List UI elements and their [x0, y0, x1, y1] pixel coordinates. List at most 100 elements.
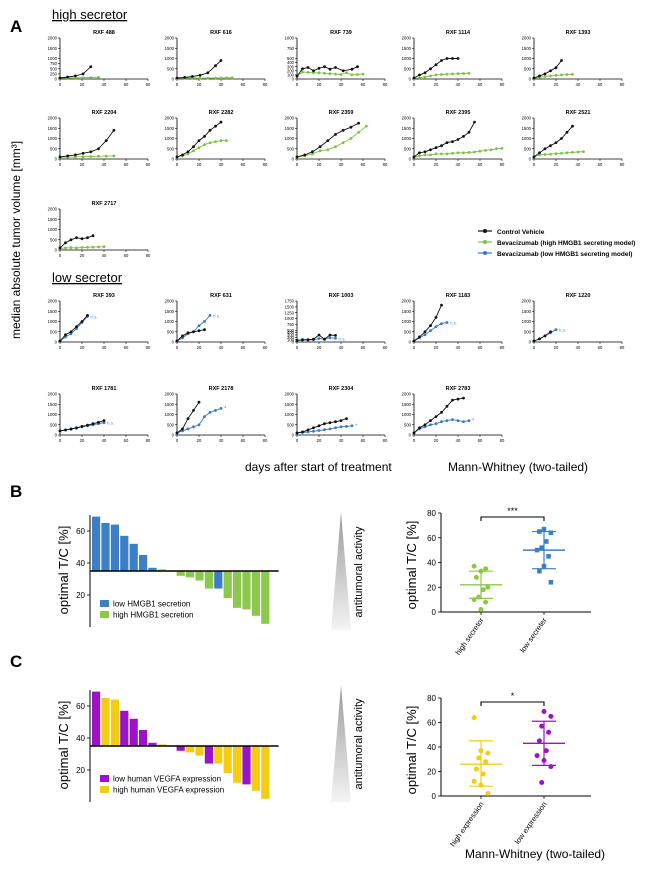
panel-label-b: B: [10, 482, 22, 501]
data-point: [541, 526, 547, 532]
treated-point: [112, 154, 116, 158]
y-tick-label: 2000: [402, 299, 412, 304]
bar: [242, 571, 251, 610]
control-point: [445, 57, 449, 60]
treated-point: [538, 153, 541, 157]
x-tick-label: 60: [241, 162, 246, 167]
legend-a-item-bev-low: Bevacizumab (low HMGB1 secreting model): [478, 251, 632, 258]
y-tick-label: 2000: [522, 36, 532, 41]
x-tick-label: 80: [263, 345, 268, 350]
treated-point: [440, 420, 443, 424]
x-tick-label: 80: [146, 345, 151, 350]
x-tick-label: 40: [456, 345, 461, 350]
y-tick-label: 0: [292, 77, 295, 82]
treated-point: [317, 71, 321, 75]
x-tick-label: 0: [413, 345, 416, 350]
x-tick-label: 20: [197, 345, 202, 350]
treated-line: [296, 125, 367, 158]
small-plot-rxf-393: RXF 393 0 500 1000 1500 2000 0 20 40 60 80 n.s.: [48, 293, 151, 350]
y-axis-label-a: median absolute tumor volume [mm³]: [9, 141, 23, 339]
x-tick-label: 20: [317, 438, 322, 443]
treated-point: [462, 72, 465, 75]
y-tick-label: 300: [287, 64, 295, 69]
small-plot-rxf-2521: RXF 2521 0 500 1000 1500 2000 0 20 40 60 80: [522, 110, 625, 167]
x-tick-label: 0: [59, 438, 62, 443]
y-tick-label: 500: [287, 146, 295, 151]
y-tick-label: 0: [55, 157, 58, 162]
x-tick-label: 40: [456, 162, 461, 167]
treated-point: [214, 409, 217, 412]
control-point: [219, 59, 223, 62]
x-tick-label: 80: [500, 345, 505, 350]
significance-annotation: n.s.: [107, 421, 114, 426]
treated-point: [434, 325, 438, 328]
plot-title: RXF 1393: [566, 30, 591, 36]
treated-point: [361, 72, 365, 76]
x-tick-label: low expression: [513, 800, 549, 846]
y-tick-label: 0: [529, 157, 532, 162]
x-tick-label: 20: [197, 438, 202, 443]
data-point: [548, 580, 554, 585]
data-point: [546, 554, 551, 559]
data-point: [485, 750, 491, 756]
treated-point: [423, 425, 427, 429]
y-tick-label: 2000: [522, 116, 532, 121]
x-tick-label: 40: [219, 345, 224, 350]
y-tick-label: 500: [524, 329, 532, 334]
control-point: [74, 74, 77, 78]
y-tick-label: 1500: [402, 46, 412, 51]
x-tick-label: high secretor: [453, 616, 486, 657]
control-point: [345, 417, 348, 420]
bar: [129, 543, 138, 571]
treated-point: [86, 245, 89, 249]
data-point: [534, 753, 540, 759]
y-tick-label: 1500: [48, 309, 58, 314]
x-tick-label: 60: [241, 345, 246, 350]
treated-point: [81, 155, 85, 159]
y-tick-label: 60: [76, 527, 85, 536]
control-point: [356, 65, 359, 69]
y-tick-label: 200: [287, 335, 295, 340]
x-tick-label: 80: [500, 82, 505, 87]
bar: [186, 571, 195, 578]
x-tick-label: 0: [59, 162, 62, 167]
plot-title: RXF 1183: [446, 293, 470, 299]
treated-point: [434, 73, 438, 77]
treated-point: [334, 145, 337, 149]
treated-point: [467, 71, 471, 75]
significance-annotation: *: [355, 424, 358, 430]
y-tick-label: 80: [427, 509, 436, 518]
y-tick-label: 1000: [165, 319, 175, 324]
x-tick-label: low secreter: [518, 616, 549, 655]
legend-a-marker-bev-low: [483, 251, 487, 255]
y-tick-label: 1000: [402, 319, 412, 324]
bar: [186, 746, 195, 753]
control-point: [191, 75, 194, 78]
control-point: [58, 339, 62, 343]
x-tick-label: 80: [383, 162, 388, 167]
control-line: [296, 66, 358, 77]
y-tick-label: 0: [292, 340, 295, 345]
treated-point: [75, 246, 78, 250]
control-point: [434, 63, 438, 67]
control-point: [323, 65, 326, 69]
section-high-secretor: high secretor: [52, 7, 128, 22]
control-line: [413, 304, 442, 342]
x-tick-label: 60: [478, 82, 483, 87]
bar: [120, 535, 129, 571]
y-tick-label: 1000: [402, 412, 412, 417]
treated-point: [549, 74, 552, 78]
treated-point: [456, 419, 460, 422]
x-axis-label-a: days after start of treatment: [245, 460, 392, 474]
bar: [110, 699, 119, 746]
treated-point: [225, 76, 228, 80]
data-point: [546, 729, 552, 735]
treated-point: [571, 72, 574, 76]
data-point: [480, 587, 486, 593]
control-point: [456, 138, 460, 141]
control-point: [456, 397, 460, 401]
y-tick-label: 1000: [48, 136, 58, 141]
treated-point: [197, 423, 201, 427]
y-tick-label: 1500: [522, 126, 532, 131]
control-point: [192, 145, 195, 149]
